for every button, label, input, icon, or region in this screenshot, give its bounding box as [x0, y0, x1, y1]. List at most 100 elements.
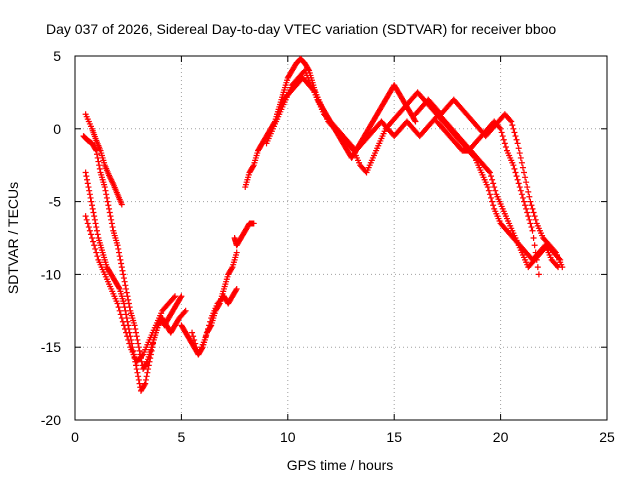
x-axis-title: GPS time / hours	[287, 457, 394, 473]
data-point	[121, 278, 128, 285]
x-tick-label: 25	[599, 429, 615, 445]
data-point	[488, 194, 495, 201]
data-point	[107, 213, 114, 220]
data-point	[83, 173, 90, 180]
data-point	[108, 216, 115, 223]
data-point	[90, 238, 97, 245]
data-point	[93, 224, 100, 231]
data-point	[145, 362, 152, 369]
data-point	[103, 191, 110, 198]
data-point	[124, 333, 131, 340]
data-point	[145, 366, 152, 373]
data-point	[83, 216, 90, 223]
data-point	[92, 245, 99, 252]
data-point	[109, 224, 116, 231]
data-point	[551, 248, 558, 255]
data-point	[525, 213, 532, 220]
data-point	[121, 304, 128, 311]
data-point	[528, 202, 535, 209]
data-point	[523, 179, 530, 186]
data-point	[134, 369, 141, 376]
data-point	[349, 146, 356, 153]
data-point	[93, 147, 100, 154]
data-point	[87, 231, 94, 238]
data-point	[123, 311, 130, 318]
data-point	[530, 209, 537, 216]
data-point	[513, 173, 520, 180]
data-point	[525, 188, 532, 195]
data-point	[250, 220, 257, 227]
data-point	[190, 333, 197, 340]
data-point	[499, 133, 506, 140]
data-point	[521, 198, 528, 205]
series-track-6	[189, 285, 240, 358]
data-point	[133, 333, 140, 340]
data-point	[88, 198, 95, 205]
data-point	[518, 159, 525, 166]
data-point	[519, 164, 526, 171]
data-point	[124, 293, 131, 300]
data-point	[119, 267, 126, 274]
data-point	[139, 352, 146, 359]
data-point	[122, 326, 129, 332]
data-point	[94, 231, 101, 238]
data-point	[120, 275, 127, 282]
x-tick-label: 10	[280, 429, 296, 445]
data-point	[411, 117, 418, 124]
data-point	[512, 169, 519, 176]
data-point	[94, 253, 101, 260]
data-point	[178, 293, 185, 300]
data-point	[118, 260, 125, 267]
data-point	[96, 165, 103, 172]
data-point	[485, 187, 492, 194]
data-point	[146, 358, 153, 365]
data-point	[134, 336, 141, 343]
x-tick-label: 0	[71, 429, 79, 445]
data-point	[553, 262, 560, 269]
data-point	[509, 122, 516, 129]
data-point	[117, 256, 124, 263]
data-point	[147, 355, 154, 362]
data-point	[135, 344, 142, 351]
data-point	[150, 340, 157, 347]
data-point	[511, 165, 518, 172]
data-point	[117, 311, 124, 318]
data-point	[131, 322, 138, 329]
tick-labels: 0 5 10 15 20 25 5 0 -5 -10 -15 -20	[41, 48, 615, 445]
y-tick-label: 5	[53, 48, 61, 64]
data-point	[202, 333, 209, 340]
data-point	[311, 88, 318, 95]
data-point	[105, 202, 112, 209]
data-point	[89, 202, 96, 209]
data-point	[86, 187, 93, 194]
data-point	[116, 307, 123, 314]
data-point	[93, 249, 100, 256]
data-point	[91, 242, 98, 249]
data-point	[114, 242, 121, 249]
data-point	[490, 180, 497, 187]
data-point	[102, 187, 109, 194]
data-point	[133, 362, 140, 369]
grid	[75, 56, 607, 420]
data-point	[103, 194, 110, 201]
data-point	[115, 304, 122, 311]
data-point	[492, 187, 499, 194]
data-point	[149, 344, 156, 351]
x-tick-label: 20	[493, 429, 509, 445]
series-track-1	[82, 111, 125, 208]
data-point	[531, 213, 538, 220]
data-point	[205, 326, 211, 332]
data-point	[532, 249, 539, 256]
data-point	[510, 125, 517, 132]
data-point	[488, 173, 495, 180]
data-point	[528, 224, 535, 231]
data-point	[526, 216, 533, 223]
data-point	[91, 216, 98, 223]
data-point	[177, 294, 184, 301]
data-point	[233, 285, 240, 292]
data-point	[530, 235, 537, 241]
data-point	[510, 162, 517, 169]
data-point	[120, 300, 127, 307]
data-point	[250, 163, 257, 170]
data-point	[106, 209, 113, 216]
